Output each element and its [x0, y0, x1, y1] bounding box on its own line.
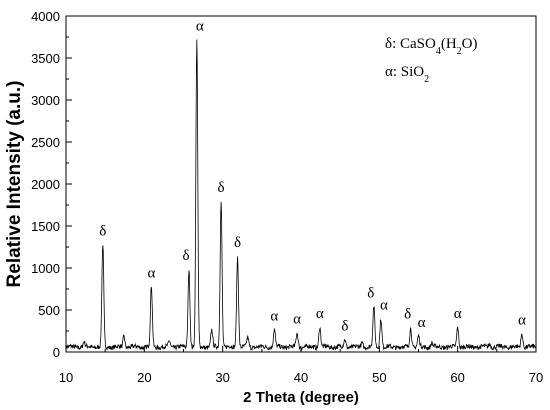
peak-label: α — [518, 313, 526, 329]
peak-label: δ — [218, 180, 225, 196]
peak-label: δ — [182, 248, 189, 264]
y-axis-ticks: 0 500 1000 1500 2000 2500 3000 3500 4000 — [31, 9, 72, 360]
y-tick-label: 3500 — [31, 51, 60, 66]
peak-label: α — [418, 315, 426, 331]
x-tick-label: 60 — [450, 370, 464, 385]
y-axis-label: Relative Intensity (a.u.) — [4, 81, 25, 288]
peak-label: δ — [341, 318, 348, 334]
peak-label: α — [147, 265, 155, 281]
peak-label: α — [270, 308, 278, 324]
peak-label: δ — [404, 307, 411, 323]
intensity-line — [65, 39, 537, 352]
intensity-trace — [65, 39, 537, 352]
peak-label: δ — [234, 235, 241, 251]
peak-label: α — [196, 19, 204, 35]
y-tick-label: 0 — [53, 345, 60, 360]
peak-label: α — [316, 306, 324, 322]
legend-entry: α: SiO2 — [385, 64, 429, 85]
y-tick-label: 1500 — [31, 219, 60, 234]
peak-label: α — [293, 312, 301, 328]
x-axis-label: 2 Theta (degree) — [243, 389, 359, 406]
peak-label: α — [380, 297, 388, 313]
x-tick-label: 40 — [294, 370, 308, 385]
x-tick-label: 10 — [59, 370, 73, 385]
peak-label: δ — [367, 286, 374, 302]
x-tick-label: 50 — [372, 370, 386, 385]
y-tick-label: 500 — [38, 303, 60, 318]
plot-frame — [65, 15, 537, 353]
x-axis-ticks: 10 20 30 40 50 60 70 — [59, 346, 543, 385]
x-tick-label: 70 — [529, 370, 543, 385]
x-tick-label: 20 — [137, 370, 151, 385]
y-tick-label: 3000 — [31, 93, 60, 108]
peak-label: δ — [99, 223, 106, 239]
peak-label: α — [454, 306, 462, 322]
y-tick-label: 1000 — [31, 261, 60, 276]
y-tick-label: 2500 — [31, 135, 60, 150]
y-tick-label: 4000 — [31, 9, 60, 24]
legend-entry: δ: CaSO4(H2O) — [385, 36, 478, 57]
x-tick-label: 30 — [215, 370, 229, 385]
legend: δ: CaSO4(H2O) α: SiO2 — [385, 36, 478, 85]
y-tick-label: 2000 — [31, 177, 60, 192]
